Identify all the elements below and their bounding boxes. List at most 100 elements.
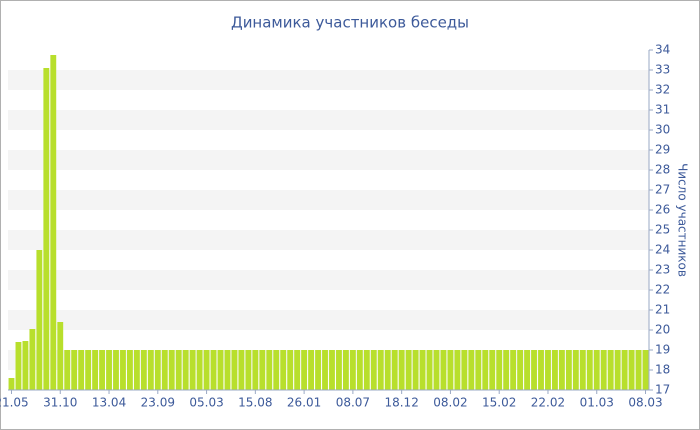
bar — [315, 350, 321, 390]
bar — [161, 350, 168, 390]
bar — [642, 350, 649, 390]
bar — [607, 350, 614, 390]
y-tick-label: 23 — [655, 263, 670, 277]
chart-title: Динамика участников беседы — [231, 14, 469, 32]
y-tick-label: 34 — [655, 43, 670, 57]
bar — [43, 68, 50, 390]
bar — [210, 350, 217, 390]
bar — [433, 350, 440, 390]
bar — [558, 350, 565, 390]
bar — [266, 350, 273, 390]
bar — [127, 350, 133, 390]
x-tick-label: 01.03 — [580, 396, 614, 410]
y-tick-label: 17 — [655, 383, 670, 397]
bar — [356, 350, 363, 390]
y-tick-label: 18 — [655, 363, 670, 377]
bar — [245, 350, 252, 390]
bar — [426, 350, 433, 390]
y-tick-label: 25 — [655, 223, 670, 237]
bar — [552, 350, 558, 390]
bar — [524, 350, 530, 390]
bar — [475, 350, 482, 390]
bar — [419, 350, 426, 390]
bar — [252, 350, 259, 390]
x-tick-label: 13.04 — [92, 396, 126, 410]
bar — [600, 350, 607, 390]
y-tick-label: 20 — [655, 323, 670, 337]
bar — [503, 350, 510, 390]
bar — [322, 350, 328, 390]
bar — [106, 350, 112, 390]
grid-band — [8, 190, 649, 210]
bar — [273, 350, 280, 390]
bar — [22, 341, 29, 390]
x-tick-label: 08.03 — [628, 396, 662, 410]
bar — [64, 350, 71, 390]
y-tick-label: 26 — [655, 203, 670, 217]
bar — [133, 350, 140, 390]
bar — [391, 350, 398, 390]
grid-band — [8, 230, 649, 250]
bar — [231, 350, 238, 390]
y-tick-label: 24 — [655, 243, 670, 257]
bar — [168, 350, 175, 390]
bar — [8, 378, 15, 390]
bar — [349, 350, 356, 390]
bar — [175, 350, 182, 390]
bar — [203, 350, 210, 390]
bar — [579, 350, 586, 390]
bar — [363, 350, 370, 390]
y-tick-label: 21 — [655, 303, 670, 317]
bar — [92, 350, 99, 390]
bar — [482, 350, 489, 390]
bar — [29, 329, 36, 390]
y-tick-label: 30 — [655, 123, 670, 137]
bar — [85, 350, 92, 390]
bar — [336, 350, 342, 390]
grid-band — [8, 150, 649, 170]
bar — [545, 350, 551, 390]
bar — [342, 350, 349, 390]
bar — [447, 350, 454, 390]
bar — [412, 350, 419, 390]
y-tick-label: 33 — [655, 63, 670, 77]
bar — [308, 350, 315, 390]
bar — [628, 350, 635, 390]
bar — [565, 350, 572, 390]
bar — [71, 350, 78, 390]
bar — [370, 350, 377, 390]
bar — [189, 350, 196, 390]
bar — [259, 350, 266, 390]
x-tick-label: 18.12 — [384, 396, 418, 410]
x-tick-label: 05.03 — [189, 396, 223, 410]
bar — [510, 350, 517, 390]
bar — [496, 350, 503, 390]
y-tick-label: 22 — [655, 283, 670, 297]
y-tick-label: 32 — [655, 83, 670, 97]
x-tick-label: 23.09 — [141, 396, 175, 410]
bar — [538, 350, 544, 390]
x-tick-label: 08.02 — [433, 396, 467, 410]
bar — [50, 55, 57, 390]
y-axis-title: Число участников — [676, 163, 690, 277]
bar — [196, 350, 203, 390]
bar — [614, 350, 621, 390]
bar — [593, 350, 600, 390]
grid-band — [8, 110, 649, 130]
grid-band — [8, 310, 649, 330]
bar — [15, 342, 22, 390]
bar — [531, 350, 537, 390]
bar — [147, 350, 154, 390]
bar — [468, 350, 475, 390]
bar — [224, 350, 231, 390]
y-tick-label: 31 — [655, 103, 670, 117]
x-tick-label: 31.10 — [43, 396, 77, 410]
bar — [586, 350, 593, 390]
bar — [635, 350, 642, 390]
bar — [621, 350, 628, 390]
bar — [238, 350, 245, 390]
bar — [384, 350, 391, 390]
bar — [461, 350, 468, 390]
x-tick-label: 21.05 — [0, 396, 29, 410]
